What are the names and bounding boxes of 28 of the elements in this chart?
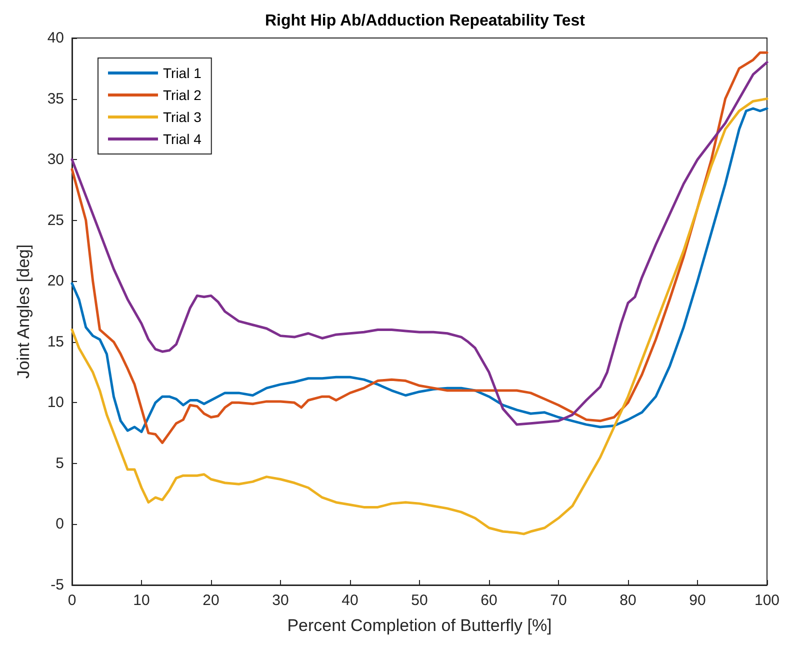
legend-label: Trial 4 [163,131,202,147]
legend-label: Trial 3 [163,109,202,125]
x-axis-title: Percent Completion of Butterfly [%] [287,616,552,635]
y-tick-label: 25 [47,212,64,229]
x-tick-label: 20 [202,592,220,609]
y-axis-title: Joint Angles [deg] [14,244,33,379]
x-tick-label: 50 [411,592,428,609]
x-tick-label: 60 [480,592,498,609]
legend-label: Trial 2 [163,87,202,103]
x-tick-label: 90 [689,592,706,609]
y-tick-label: 15 [47,333,64,350]
x-tick-label: 80 [620,592,636,609]
x-tick-label: 100 [754,592,780,609]
x-tick-label: 10 [133,592,150,609]
y-tick-label: 35 [47,90,64,108]
y-tick-label: 40 [47,30,64,46]
y-tick-label: 30 [47,151,64,168]
y-tick-label: 10 [47,394,64,412]
y-tick-label: 5 [56,454,64,472]
legend-label: Trial 1 [163,65,202,81]
chart-title: Right Hip Ab/Adduction Repeatability Test [265,12,586,30]
x-tick-label: 30 [272,592,289,609]
x-tick-label: 70 [550,592,567,609]
y-tick-label: -5 [50,576,64,594]
y-tick-label: 20 [47,272,64,290]
x-tick-label: 0 [68,592,76,609]
y-tick-label: 0 [56,516,64,533]
x-tick-label: 40 [342,592,358,609]
